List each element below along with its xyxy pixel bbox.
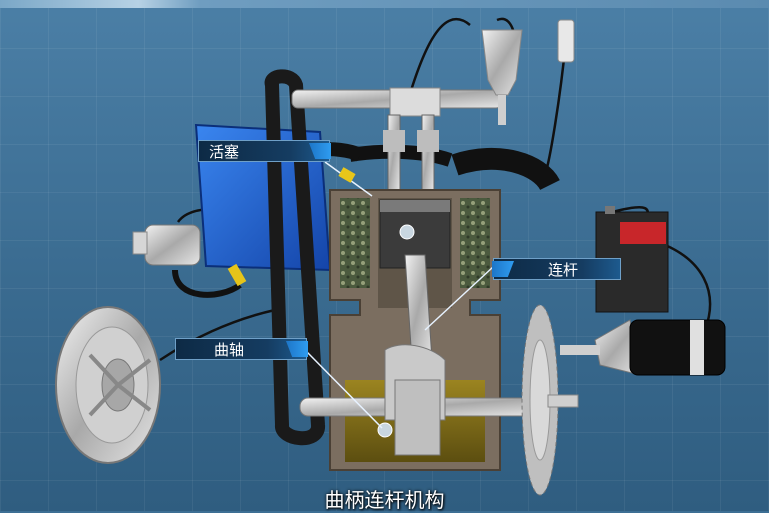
crankshaft-label: 曲轴: [175, 338, 308, 360]
connecting-rod-label: 连杆: [492, 258, 621, 280]
rocker-rail: [291, 87, 503, 117]
valves: [383, 114, 439, 191]
flywheel-icon: [55, 306, 161, 464]
pump-icon: [132, 224, 247, 298]
piston-label-text: 活塞: [209, 142, 240, 161]
video-subtitle: 曲柄连杆机构: [324, 488, 445, 512]
connecting-rod-label-text: 连杆: [548, 260, 579, 279]
crankshaft: [299, 344, 541, 456]
top-strip: [0, 0, 769, 8]
crankshaft-label-tab: [286, 341, 308, 357]
piston-label-tab: [309, 143, 331, 159]
hose: [451, 147, 560, 191]
sensor-icon: [557, 19, 575, 63]
connecting-rod-label-tab: [492, 261, 514, 277]
crankshaft-label-text: 曲轴: [214, 340, 245, 359]
gear-icon: [521, 304, 579, 496]
starter-motor-icon: [560, 319, 726, 376]
injector-icon: [481, 29, 523, 125]
piston-label: 活塞: [198, 140, 331, 162]
yellow-connector: [338, 167, 356, 183]
timing-belt: [264, 69, 325, 446]
